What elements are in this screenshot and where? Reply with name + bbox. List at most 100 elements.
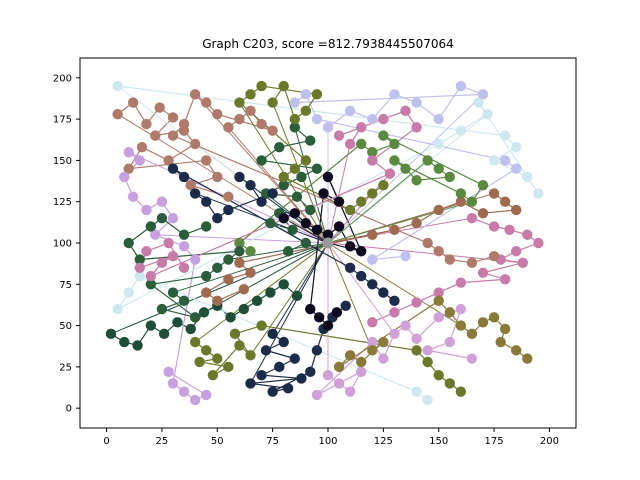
node-point — [267, 386, 278, 397]
node-point — [156, 196, 168, 207]
edge-line — [338, 300, 440, 368]
node-point — [256, 80, 267, 92]
edge-line — [371, 168, 517, 261]
edge-line — [172, 259, 196, 384]
node-point — [411, 345, 422, 356]
hub-edge — [327, 201, 473, 244]
node-point — [455, 277, 467, 288]
edge-line — [316, 118, 506, 161]
x-tick-label: 150 — [429, 436, 448, 447]
node-point — [344, 262, 356, 273]
node-point — [433, 204, 444, 216]
edge-line — [250, 382, 289, 389]
node-point — [311, 345, 323, 356]
node-point — [141, 118, 152, 130]
node-point — [389, 307, 400, 318]
node-point — [322, 320, 334, 331]
node-point — [311, 89, 323, 100]
node-point — [201, 155, 212, 166]
y-axis: 0 25 50 75 100 125 150 175 200 — [53, 73, 80, 415]
node-point — [378, 287, 389, 298]
node-point — [156, 257, 168, 269]
node-point — [367, 113, 378, 125]
node-point — [433, 295, 444, 307]
node-point — [499, 196, 511, 207]
node-point — [289, 163, 300, 174]
node-point — [223, 191, 234, 202]
node-point — [185, 323, 196, 335]
node-point — [296, 171, 307, 183]
node-point — [256, 118, 267, 130]
hub-edge — [272, 242, 329, 335]
node-point — [212, 262, 223, 273]
node-point — [178, 171, 190, 183]
node-point — [511, 246, 522, 257]
node-point — [167, 251, 179, 262]
node-point — [389, 328, 400, 340]
node-point — [522, 229, 533, 240]
node-point — [167, 112, 179, 123]
y-tick-label: 175 — [53, 115, 72, 126]
x-tick-label: 175 — [485, 436, 504, 447]
node-point — [150, 130, 161, 141]
node-point — [356, 122, 367, 133]
node-point — [473, 97, 484, 108]
node-point — [333, 130, 345, 141]
node-point — [178, 295, 190, 307]
edge-line — [139, 250, 240, 261]
node-point — [194, 356, 205, 368]
edge-line — [427, 349, 473, 360]
edge-line — [294, 93, 484, 104]
node-point — [178, 386, 190, 397]
node-point — [422, 394, 433, 406]
x-tick-label: 100 — [318, 436, 337, 447]
hub-edge — [110, 242, 329, 335]
edge-line — [372, 255, 406, 261]
node-point — [154, 102, 165, 113]
node-point — [234, 246, 245, 257]
node-point — [433, 369, 444, 381]
node-point — [466, 196, 478, 207]
node-point — [267, 125, 278, 136]
edge-line — [239, 234, 373, 264]
node-point — [198, 307, 210, 318]
node-point — [201, 270, 212, 282]
edge-line — [261, 159, 318, 170]
node-point — [167, 287, 179, 298]
node-point — [267, 188, 278, 199]
node-point — [411, 122, 422, 133]
node-point — [256, 196, 267, 207]
node-point — [367, 254, 378, 265]
edge-line — [150, 283, 196, 318]
node-point — [367, 188, 378, 199]
node-point — [274, 141, 285, 153]
node-point — [134, 254, 145, 265]
node-point — [212, 295, 223, 307]
node-point — [167, 378, 179, 389]
node-point — [178, 241, 190, 252]
node-point — [433, 312, 444, 323]
hub-edge — [327, 143, 351, 244]
node-point — [488, 221, 500, 232]
edge-line — [168, 371, 207, 396]
node-point — [522, 353, 533, 364]
node-point — [477, 89, 489, 100]
node-point — [289, 97, 300, 108]
node-point — [511, 204, 522, 216]
node-point — [274, 361, 285, 373]
node-point — [132, 340, 143, 351]
node-point — [356, 138, 367, 150]
node-point — [289, 122, 300, 133]
node-point — [318, 188, 329, 199]
node-point — [455, 303, 467, 315]
node-point — [455, 196, 467, 207]
node-point — [172, 317, 183, 328]
node-point — [504, 224, 515, 235]
node-point — [455, 386, 467, 397]
node-point — [201, 196, 212, 207]
edge-line — [212, 345, 240, 376]
node-point — [245, 246, 256, 257]
node-point — [305, 135, 316, 146]
node-point — [278, 213, 289, 224]
node-point — [178, 229, 190, 240]
